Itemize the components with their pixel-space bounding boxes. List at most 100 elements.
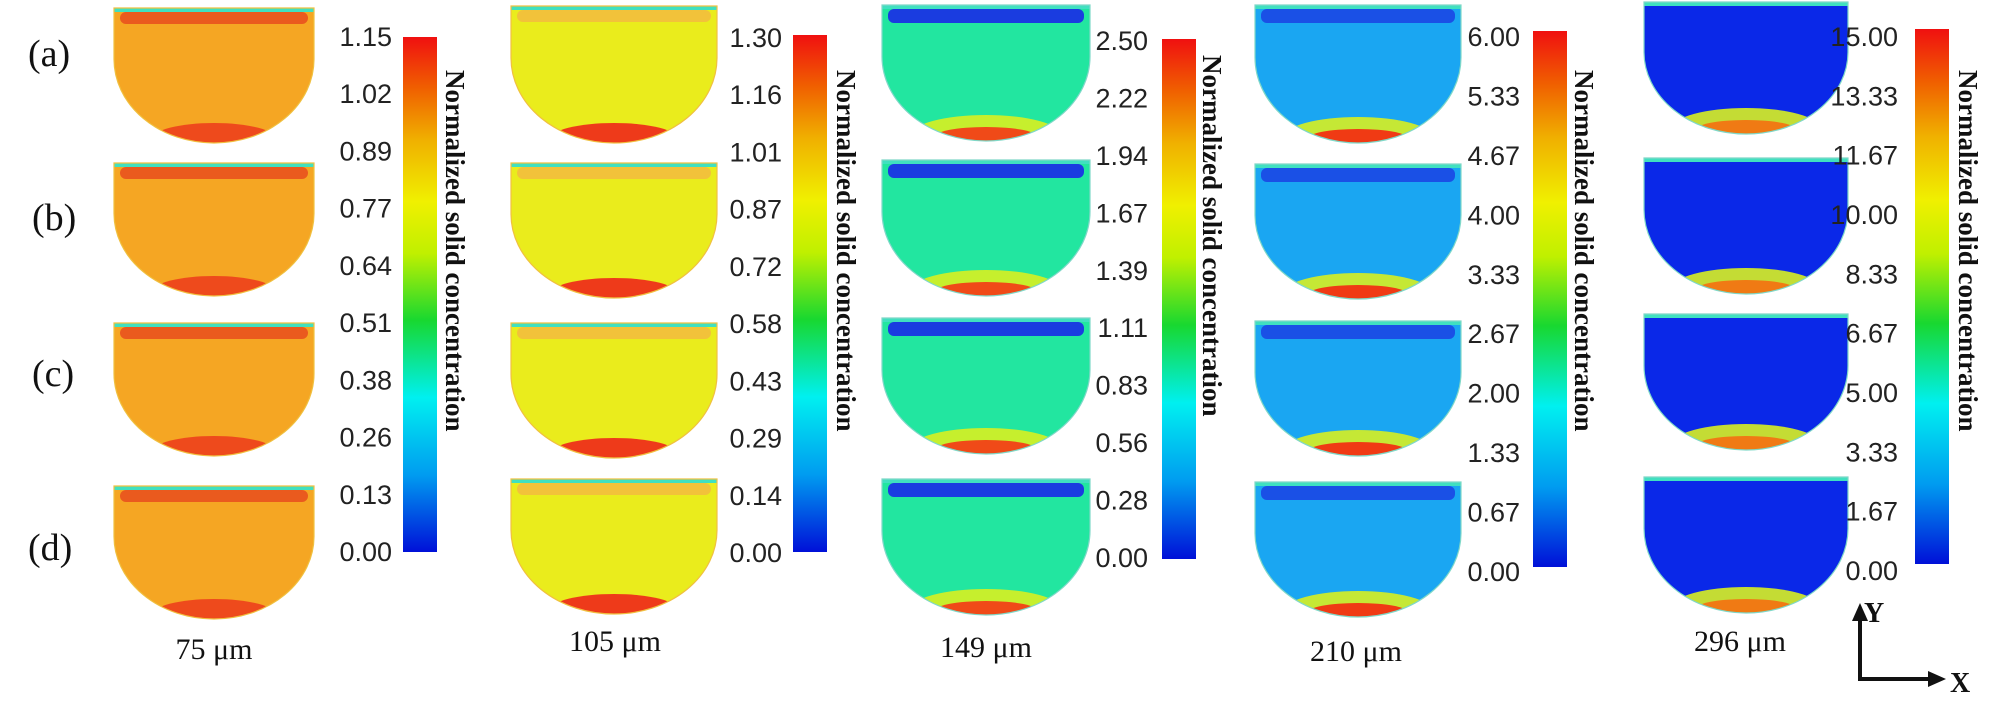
cell-surface-film (882, 318, 1090, 322)
column-296um: 15.00 13.33 11.67 10.00 8.33 6.67 5.00 3.33 1.67… (1643, 1, 1983, 658)
contour-cell-d-296um (1644, 477, 1848, 613)
colorbar-tick-label: 0.51 (339, 308, 392, 338)
colorbar-tick-label: 0.13 (339, 480, 392, 510)
cell-bulk (511, 6, 717, 143)
cell-bulk (882, 479, 1090, 615)
colorbar-tick-label: 0.43 (729, 366, 782, 396)
cell-bulk (114, 323, 314, 456)
cell-top-band (1650, 162, 1842, 176)
cell-outline (1643, 476, 1849, 614)
colorbar-tick-label: 6.67 (1845, 319, 1898, 349)
cell-bulk (511, 323, 717, 458)
colorbar-tick-label: 1.94 (1095, 141, 1148, 171)
cell-outline (113, 322, 315, 457)
colorbar-tick-label: 2.50 (1095, 26, 1148, 56)
particle-size-210um: 210 μm (1310, 635, 1402, 668)
cell-surface-film (1644, 477, 1848, 481)
cell-top-band (120, 490, 308, 502)
cell-surface-film (882, 160, 1090, 164)
colorbar-tick-label: 0.28 (1095, 486, 1148, 516)
cell-bottom-layer (550, 278, 678, 298)
colorbar-tick-label: 2.00 (1467, 379, 1520, 409)
cell-outline (1254, 320, 1462, 457)
colorbar-tick-label: 8.33 (1845, 259, 1898, 289)
cell-surface-film (1255, 321, 1461, 325)
cell-outline (113, 485, 315, 620)
cell-surface-film (1644, 158, 1848, 162)
contour-cell-c-296um (1644, 314, 1848, 450)
colorbar-title-149um: Normalized solid concentration (1197, 55, 1227, 416)
cell-surface-film (1255, 164, 1461, 168)
colorbar-title-296um: Normalized solid concentration (1953, 70, 1983, 431)
colorbar-title-105um: Normalized solid concentration (831, 70, 861, 431)
cell-top-band (888, 9, 1084, 23)
cell-surface-film (882, 5, 1090, 9)
column-75um: 1.15 1.02 0.89 0.77 0.64 0.51 0.38 0.26 0.13 0.00… (113, 7, 470, 666)
contour-cell-c-210um (1255, 321, 1461, 456)
colorbar-tick-label: 1.16 (729, 80, 782, 110)
colorbar-tick-label: 1.01 (729, 137, 782, 167)
contour-cell-d-75um (114, 486, 314, 619)
cell-bottom-layer (1306, 442, 1410, 456)
colorbar-75um (403, 37, 437, 552)
cell-top-band (1261, 325, 1455, 339)
colorbar-tick-label: 5.33 (1467, 81, 1520, 111)
cell-bulk (1255, 321, 1461, 456)
colorbar-tick-label: 1.15 (339, 22, 392, 52)
cell-surface-film (1255, 482, 1461, 486)
cell-surface-film (114, 323, 314, 327)
cell-bottom-layer (934, 127, 1038, 141)
colorbar-tick-label: 0.29 (729, 424, 782, 454)
cell-top-band (1261, 168, 1455, 182)
colorbar-tick-label: 0.67 (1467, 498, 1520, 528)
colorbar-tick-label: 1.39 (1095, 256, 1148, 286)
cell-bulk (882, 160, 1090, 296)
colorbar-tick-label: 0.00 (339, 537, 392, 567)
contour-cell-a-75um (114, 8, 314, 143)
colorbar-tick-label: 0.00 (1845, 556, 1898, 586)
contour-cell-a-149um (882, 5, 1090, 141)
colorbar-tick-label: 1.30 (729, 23, 782, 53)
cell-top-band (517, 327, 711, 339)
contour-cell-b-105um (511, 163, 717, 298)
colorbar-tick-label: 1.02 (339, 79, 392, 109)
cell-bulk (882, 5, 1090, 141)
cell-bottom-layer (1695, 280, 1797, 294)
cell-surface-film (511, 323, 717, 327)
cell-bulk (1255, 5, 1461, 143)
colorbar-tick-label: 4.00 (1467, 200, 1520, 230)
particle-size-149um: 149 μm (940, 631, 1032, 664)
colorbar-tick-label: 0.89 (339, 136, 392, 166)
colorbar-tick-label: 1.33 (1467, 438, 1520, 468)
contour-cell-b-210um (1255, 164, 1461, 299)
colorbar-tick-label: 4.67 (1467, 141, 1520, 171)
cell-bulk (1644, 314, 1848, 450)
colorbar-tick-label: 0.38 (339, 365, 392, 395)
colorbar-tick-label: 13.33 (1830, 81, 1898, 111)
colorbar-tick-label: 1.11 (1097, 313, 1148, 343)
cell-top-band (120, 12, 308, 24)
cell-bulk (1255, 164, 1461, 299)
cell-top-band (120, 327, 308, 339)
colorbar-tick-label: 0.87 (729, 195, 782, 225)
cell-bottom-layer (1306, 285, 1410, 299)
cell-outline (881, 4, 1091, 142)
cell-top-band (1650, 481, 1842, 495)
colorbar-tick-label: 0.83 (1095, 371, 1148, 401)
axis-indicator: Y X (1852, 598, 1970, 699)
cell-outline (510, 5, 718, 144)
particle-size-75um: 75 μm (176, 633, 253, 666)
cell-top-band (888, 164, 1084, 178)
particle-size-296um: 296 μm (1694, 625, 1786, 658)
row-label-b: (b) (32, 197, 76, 239)
cell-outline (510, 322, 718, 459)
column-210um: 6.00 5.33 4.67 4.00 3.33 2.67 2.00 1.33 0.67 0.00… (1254, 4, 1599, 668)
cell-bottom-layer (152, 123, 276, 143)
cell-outline (113, 7, 315, 144)
colorbar-tick-label: 2.22 (1095, 83, 1148, 113)
cell-bottom-layer (934, 440, 1038, 454)
cell-bulk (114, 163, 314, 296)
cell-surface-film (511, 6, 717, 10)
cell-top-band (1650, 318, 1842, 332)
